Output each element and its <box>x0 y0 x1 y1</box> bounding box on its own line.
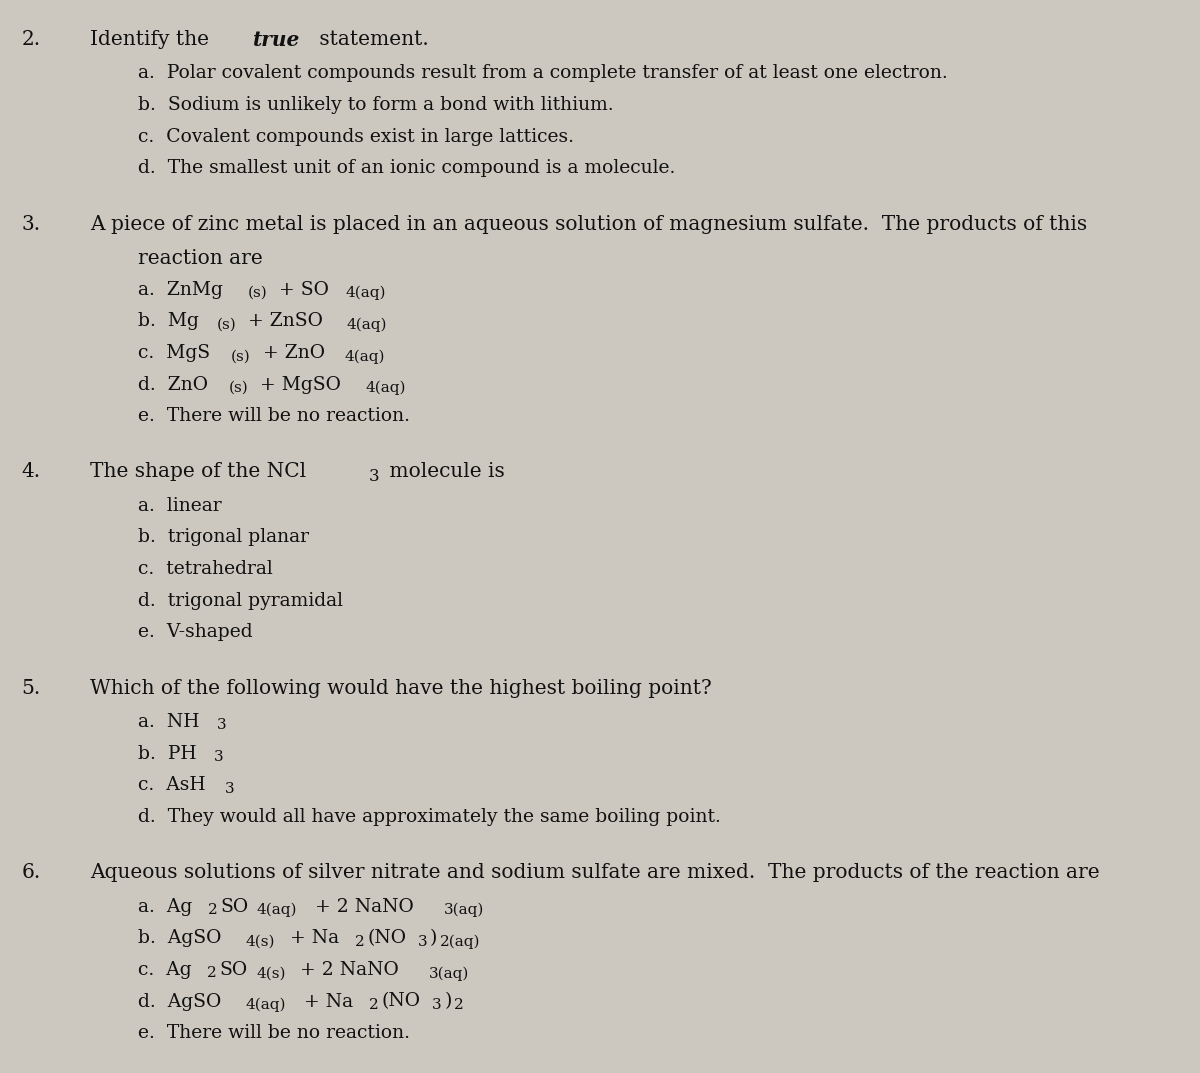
Text: 3: 3 <box>368 468 379 485</box>
Text: d.  AgSO: d. AgSO <box>138 993 221 1011</box>
Text: + ZnSO: + ZnSO <box>242 312 323 330</box>
Text: Identify the: Identify the <box>90 30 215 49</box>
Text: (s): (s) <box>228 381 248 395</box>
Text: a.  linear: a. linear <box>138 497 222 515</box>
Text: + ZnO: + ZnO <box>257 343 324 362</box>
Text: Aqueous solutions of silver nitrate and sodium sulfate are mixed.  The products : Aqueous solutions of silver nitrate and … <box>90 863 1099 882</box>
Text: 4(s): 4(s) <box>256 966 286 981</box>
Text: 2: 2 <box>454 998 463 1012</box>
Text: 4(aq): 4(aq) <box>344 349 385 364</box>
Text: 2.: 2. <box>22 30 41 49</box>
Text: c.  MgS: c. MgS <box>138 343 210 362</box>
Text: true: true <box>252 30 299 50</box>
Text: 3: 3 <box>418 935 427 949</box>
Text: e.  There will be no reaction.: e. There will be no reaction. <box>138 1024 410 1042</box>
Text: c.  AsH: c. AsH <box>138 776 205 794</box>
Text: + 2 NaNO: + 2 NaNO <box>294 960 398 979</box>
Text: 3(aq): 3(aq) <box>444 902 485 917</box>
Text: a.  Ag: a. Ag <box>138 897 192 915</box>
Text: 4(aq): 4(aq) <box>246 998 286 1012</box>
Text: 2: 2 <box>355 935 365 949</box>
Text: 3: 3 <box>217 718 227 733</box>
Text: a.  Polar covalent compounds result from a complete transfer of at least one ele: a. Polar covalent compounds result from … <box>138 64 948 83</box>
Text: 3.: 3. <box>22 215 41 234</box>
Text: (NO: (NO <box>367 929 407 947</box>
Text: (s): (s) <box>216 318 236 332</box>
Text: b.  AgSO: b. AgSO <box>138 929 221 947</box>
Text: b.  Sodium is unlikely to form a bond with lithium.: b. Sodium is unlikely to form a bond wit… <box>138 97 613 114</box>
Text: reaction are: reaction are <box>138 249 263 268</box>
Text: 2: 2 <box>368 998 378 1012</box>
Text: 3: 3 <box>226 781 235 796</box>
Text: + Na: + Na <box>298 993 353 1011</box>
Text: b.  trigonal planar: b. trigonal planar <box>138 528 310 546</box>
Text: 4(aq): 4(aq) <box>346 285 385 300</box>
Text: e.  There will be no reaction.: e. There will be no reaction. <box>138 407 410 425</box>
Text: 2: 2 <box>208 902 217 917</box>
Text: + MgSO: + MgSO <box>254 376 341 394</box>
Text: d.  trigonal pyramidal: d. trigonal pyramidal <box>138 591 343 609</box>
Text: 6.: 6. <box>22 863 41 882</box>
Text: 4.: 4. <box>22 462 41 482</box>
Text: + Na: + Na <box>283 929 338 947</box>
Text: d.  They would all have approximately the same boiling point.: d. They would all have approximately the… <box>138 808 721 826</box>
Text: SO: SO <box>220 960 248 979</box>
Text: The shape of the NCl: The shape of the NCl <box>90 462 306 482</box>
Text: c.  Ag: c. Ag <box>138 960 192 979</box>
Text: (s): (s) <box>247 285 268 300</box>
Text: SO: SO <box>221 897 248 915</box>
Text: 2(aq): 2(aq) <box>439 935 480 949</box>
Text: ): ) <box>444 993 451 1011</box>
Text: molecule is: molecule is <box>383 462 504 482</box>
Text: b.  PH: b. PH <box>138 745 197 763</box>
Text: b.  Mg: b. Mg <box>138 312 199 330</box>
Text: 4(aq): 4(aq) <box>366 381 407 395</box>
Text: e.  V-shaped: e. V-shaped <box>138 623 253 642</box>
Text: 4(aq): 4(aq) <box>347 318 386 332</box>
Text: 4(aq): 4(aq) <box>257 902 298 917</box>
Text: statement.: statement. <box>313 30 428 49</box>
Text: d.  The smallest unit of an ionic compound is a molecule.: d. The smallest unit of an ionic compoun… <box>138 159 676 177</box>
Text: d.  ZnO: d. ZnO <box>138 376 208 394</box>
Text: ): ) <box>430 929 438 947</box>
Text: 3(aq): 3(aq) <box>430 966 469 981</box>
Text: 4(s): 4(s) <box>246 935 275 949</box>
Text: a.  NH: a. NH <box>138 712 199 731</box>
Text: a.  ZnMg: a. ZnMg <box>138 280 223 298</box>
Text: A piece of zinc metal is placed in an aqueous solution of magnesium sulfate.  Th: A piece of zinc metal is placed in an aq… <box>90 215 1087 234</box>
Text: + 2 NaNO: + 2 NaNO <box>310 897 414 915</box>
Text: Which of the following would have the highest boiling point?: Which of the following would have the hi… <box>90 678 712 697</box>
Text: 5.: 5. <box>22 678 41 697</box>
Text: + SO: + SO <box>274 280 329 298</box>
Text: 3: 3 <box>214 750 223 764</box>
Text: c.  Covalent compounds exist in large lattices.: c. Covalent compounds exist in large lat… <box>138 128 574 146</box>
Text: (s): (s) <box>232 349 251 364</box>
Text: c.  tetrahedral: c. tetrahedral <box>138 560 272 578</box>
Text: 2: 2 <box>208 966 217 981</box>
Text: (NO: (NO <box>382 993 420 1011</box>
Text: 3: 3 <box>432 998 442 1012</box>
